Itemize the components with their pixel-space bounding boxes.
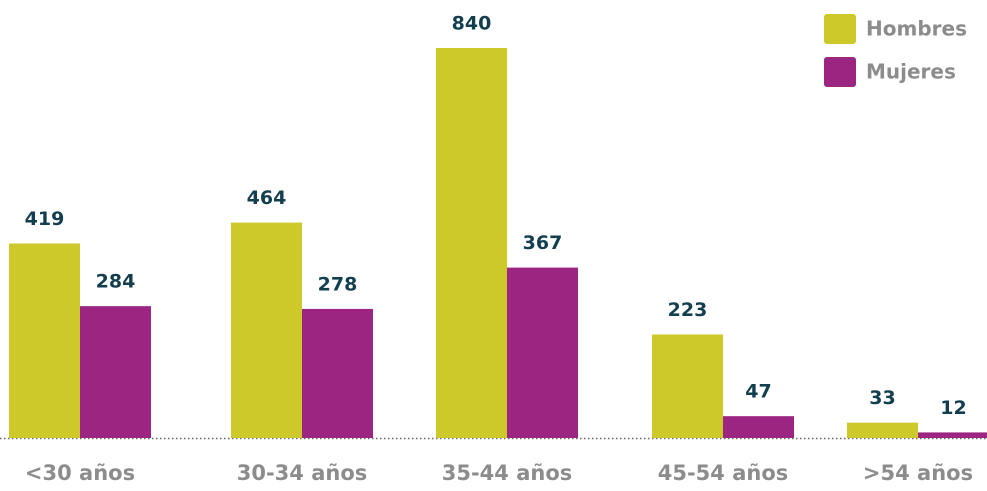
value-label: 284 (96, 271, 136, 293)
x-tick-label: >54 años (863, 461, 973, 485)
bar (302, 308, 373, 438)
value-label: 12 (940, 397, 966, 419)
bar (80, 306, 151, 438)
bar (723, 416, 794, 438)
value-label: 33 (869, 387, 895, 409)
x-tick-label: 30-34 años (237, 461, 368, 485)
bar (231, 222, 302, 438)
legend-swatch (824, 14, 856, 44)
x-tick-label: 35-44 años (442, 461, 573, 485)
legend-label: Hombres (866, 17, 967, 41)
x-tick-label: <30 años (25, 461, 135, 485)
value-label: 840 (452, 13, 492, 35)
value-label: 464 (247, 187, 287, 209)
value-label: 47 (745, 381, 771, 403)
bar (918, 432, 987, 438)
value-label: 419 (25, 208, 65, 230)
x-tick-label: 45-54 años (658, 461, 789, 485)
bar (847, 422, 918, 438)
bar (652, 334, 723, 438)
value-label: 223 (668, 299, 708, 321)
bar (9, 243, 80, 438)
legend-swatch (824, 57, 856, 87)
value-label: 367 (523, 232, 563, 254)
bar (507, 267, 578, 438)
legend-label: Mujeres (866, 60, 956, 84)
value-label: 278 (318, 273, 358, 295)
bar (436, 48, 507, 438)
